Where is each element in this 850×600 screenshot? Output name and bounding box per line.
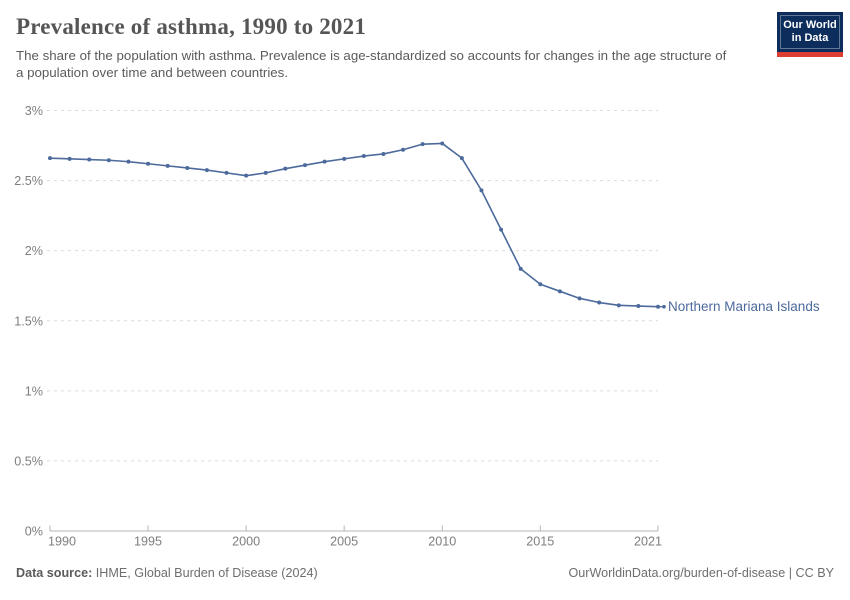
data-point[interactable] <box>263 170 268 175</box>
data-point[interactable] <box>165 163 170 168</box>
data-point[interactable] <box>597 300 602 305</box>
data-point[interactable] <box>440 141 445 146</box>
x-axis-label: 1990 <box>48 535 76 549</box>
y-axis-label: 1% <box>25 384 43 398</box>
data-point[interactable] <box>185 165 190 170</box>
credit-link[interactable]: OurWorldinData.org/burden-of-disease <box>568 566 786 580</box>
entity-label[interactable]: Northern Mariana Islands <box>668 299 820 314</box>
data-point[interactable] <box>459 156 464 161</box>
data-point[interactable] <box>518 266 523 271</box>
data-point[interactable] <box>322 159 327 164</box>
owid-logo-text: Our World in Data <box>780 15 840 50</box>
chart-subtitle: The share of the population with asthma.… <box>16 48 727 80</box>
x-axis-label: 1995 <box>134 535 162 549</box>
page-title: Prevalence of asthma, 1990 to 2021 <box>16 14 367 39</box>
data-point[interactable] <box>302 163 307 168</box>
data-point[interactable] <box>126 159 131 164</box>
owid-logo-line1: Our World <box>783 19 837 31</box>
chart-header: Prevalence of asthma, 1990 to 2021 The s… <box>0 0 850 81</box>
data-point[interactable] <box>342 156 347 161</box>
x-axis-label: 2010 <box>428 535 456 549</box>
data-point[interactable] <box>479 188 484 193</box>
data-point[interactable] <box>204 168 209 173</box>
x-axis-label: 2005 <box>330 535 358 549</box>
data-point[interactable] <box>557 289 562 294</box>
y-axis-label: 2% <box>25 244 43 258</box>
owid-logo[interactable]: Our World in Data <box>777 12 843 58</box>
data-point[interactable] <box>577 296 582 301</box>
owid-logo-line2: in Data <box>791 32 829 45</box>
footer-credit: OurWorldinData.org/burden-of-disease | C… <box>568 566 834 580</box>
data-point[interactable] <box>67 156 72 161</box>
data-point[interactable] <box>48 156 52 161</box>
y-axis-label: 1.5% <box>14 314 43 328</box>
data-point[interactable] <box>401 147 406 152</box>
data-point[interactable] <box>538 282 543 287</box>
data-point[interactable] <box>146 161 151 166</box>
data-source-value: IHME, Global Burden of Disease (2024) <box>95 566 318 580</box>
series-line[interactable] <box>49 142 659 308</box>
y-axis-label: 0% <box>25 525 43 539</box>
y-axis-label: 0.5% <box>14 454 43 468</box>
data-point[interactable] <box>616 303 621 308</box>
label-connector-dot <box>662 304 666 309</box>
y-axis-label: 3% <box>25 104 43 118</box>
chart-footer: Data source: IHME, Global Burden of Dise… <box>16 566 834 580</box>
data-point[interactable] <box>87 157 92 162</box>
data-point[interactable] <box>224 170 229 175</box>
data-point[interactable] <box>636 304 641 309</box>
y-axis-label: 2.5% <box>14 174 43 188</box>
data-point[interactable] <box>420 142 425 147</box>
data-point[interactable] <box>361 154 366 159</box>
x-axis-label: 2015 <box>526 535 554 549</box>
data-point[interactable] <box>499 227 504 232</box>
chart-svg: 0% 0.5% 1% 1.5% 2% 2.5% 3% 1990 1995 2000 2005 2010… <box>14 104 820 549</box>
data-point[interactable] <box>283 166 288 171</box>
data-point[interactable] <box>381 151 386 156</box>
data-source: Data source: IHME, Global Burden of Dise… <box>16 566 318 580</box>
x-axis-label: 2021 <box>634 535 662 549</box>
data-point[interactable] <box>106 158 111 163</box>
x-axis-label: 2000 <box>232 535 260 549</box>
data-source-label: Data source: <box>16 566 93 580</box>
credit-license: | CC BY <box>785 566 834 580</box>
data-point[interactable] <box>244 173 249 178</box>
